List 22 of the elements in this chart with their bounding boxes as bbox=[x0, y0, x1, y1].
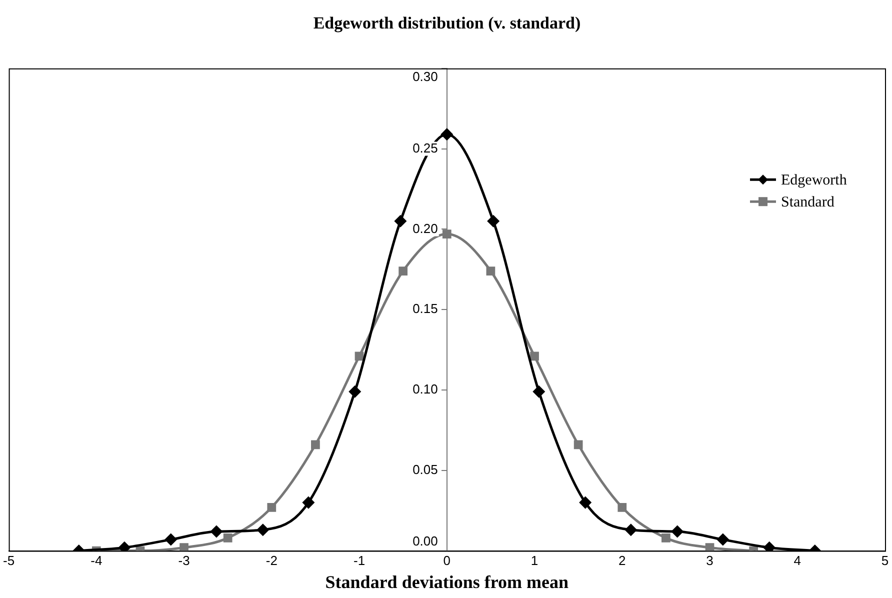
y-tick-label: 0.00 bbox=[412, 533, 438, 548]
x-tick-label: -3 bbox=[178, 553, 190, 568]
x-tick-label: 4 bbox=[794, 553, 801, 568]
y-tick-label: 0.05 bbox=[412, 462, 438, 477]
x-tick-label: -4 bbox=[90, 553, 102, 568]
y-tick-label: 0.10 bbox=[412, 382, 438, 397]
x-tick-label: 3 bbox=[706, 553, 714, 568]
legend-label: Standard bbox=[781, 194, 835, 211]
x-tick-label: -1 bbox=[353, 553, 366, 568]
x-axis-title: Standard deviations from mean bbox=[325, 572, 568, 592]
y-tick-label: 0.30 bbox=[412, 68, 438, 84]
x-tick-label: 1 bbox=[530, 553, 538, 568]
legend-label: Edgeworth bbox=[781, 172, 848, 189]
x-tick-label: 2 bbox=[618, 553, 626, 568]
y-tick-label: 0.20 bbox=[412, 220, 438, 236]
y-tick-label: 0.15 bbox=[412, 301, 438, 316]
x-tick-label: -5 bbox=[3, 553, 15, 568]
x-tick-label: 0 bbox=[443, 553, 451, 568]
y-tick-label: 0.25 bbox=[412, 140, 438, 156]
x-tick-label: -2 bbox=[266, 553, 278, 568]
x-tick-label: 5 bbox=[881, 553, 889, 568]
chart-title: Edgeworth distribution (v. standard) bbox=[313, 14, 581, 33]
